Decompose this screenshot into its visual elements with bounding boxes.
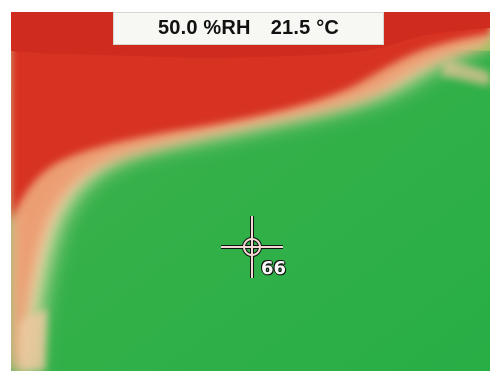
thermal-image	[11, 12, 490, 371]
readout-bar: 50.0 %RH 21.5 °C	[113, 12, 384, 45]
thermal-image-canvas	[11, 12, 490, 371]
humidity-readout: 50.0 %RH	[157, 17, 251, 39]
crosshair-icon	[221, 216, 283, 278]
temperature-readout: 21.5 °C	[270, 17, 340, 39]
crosshair-value: 66	[261, 258, 287, 279]
